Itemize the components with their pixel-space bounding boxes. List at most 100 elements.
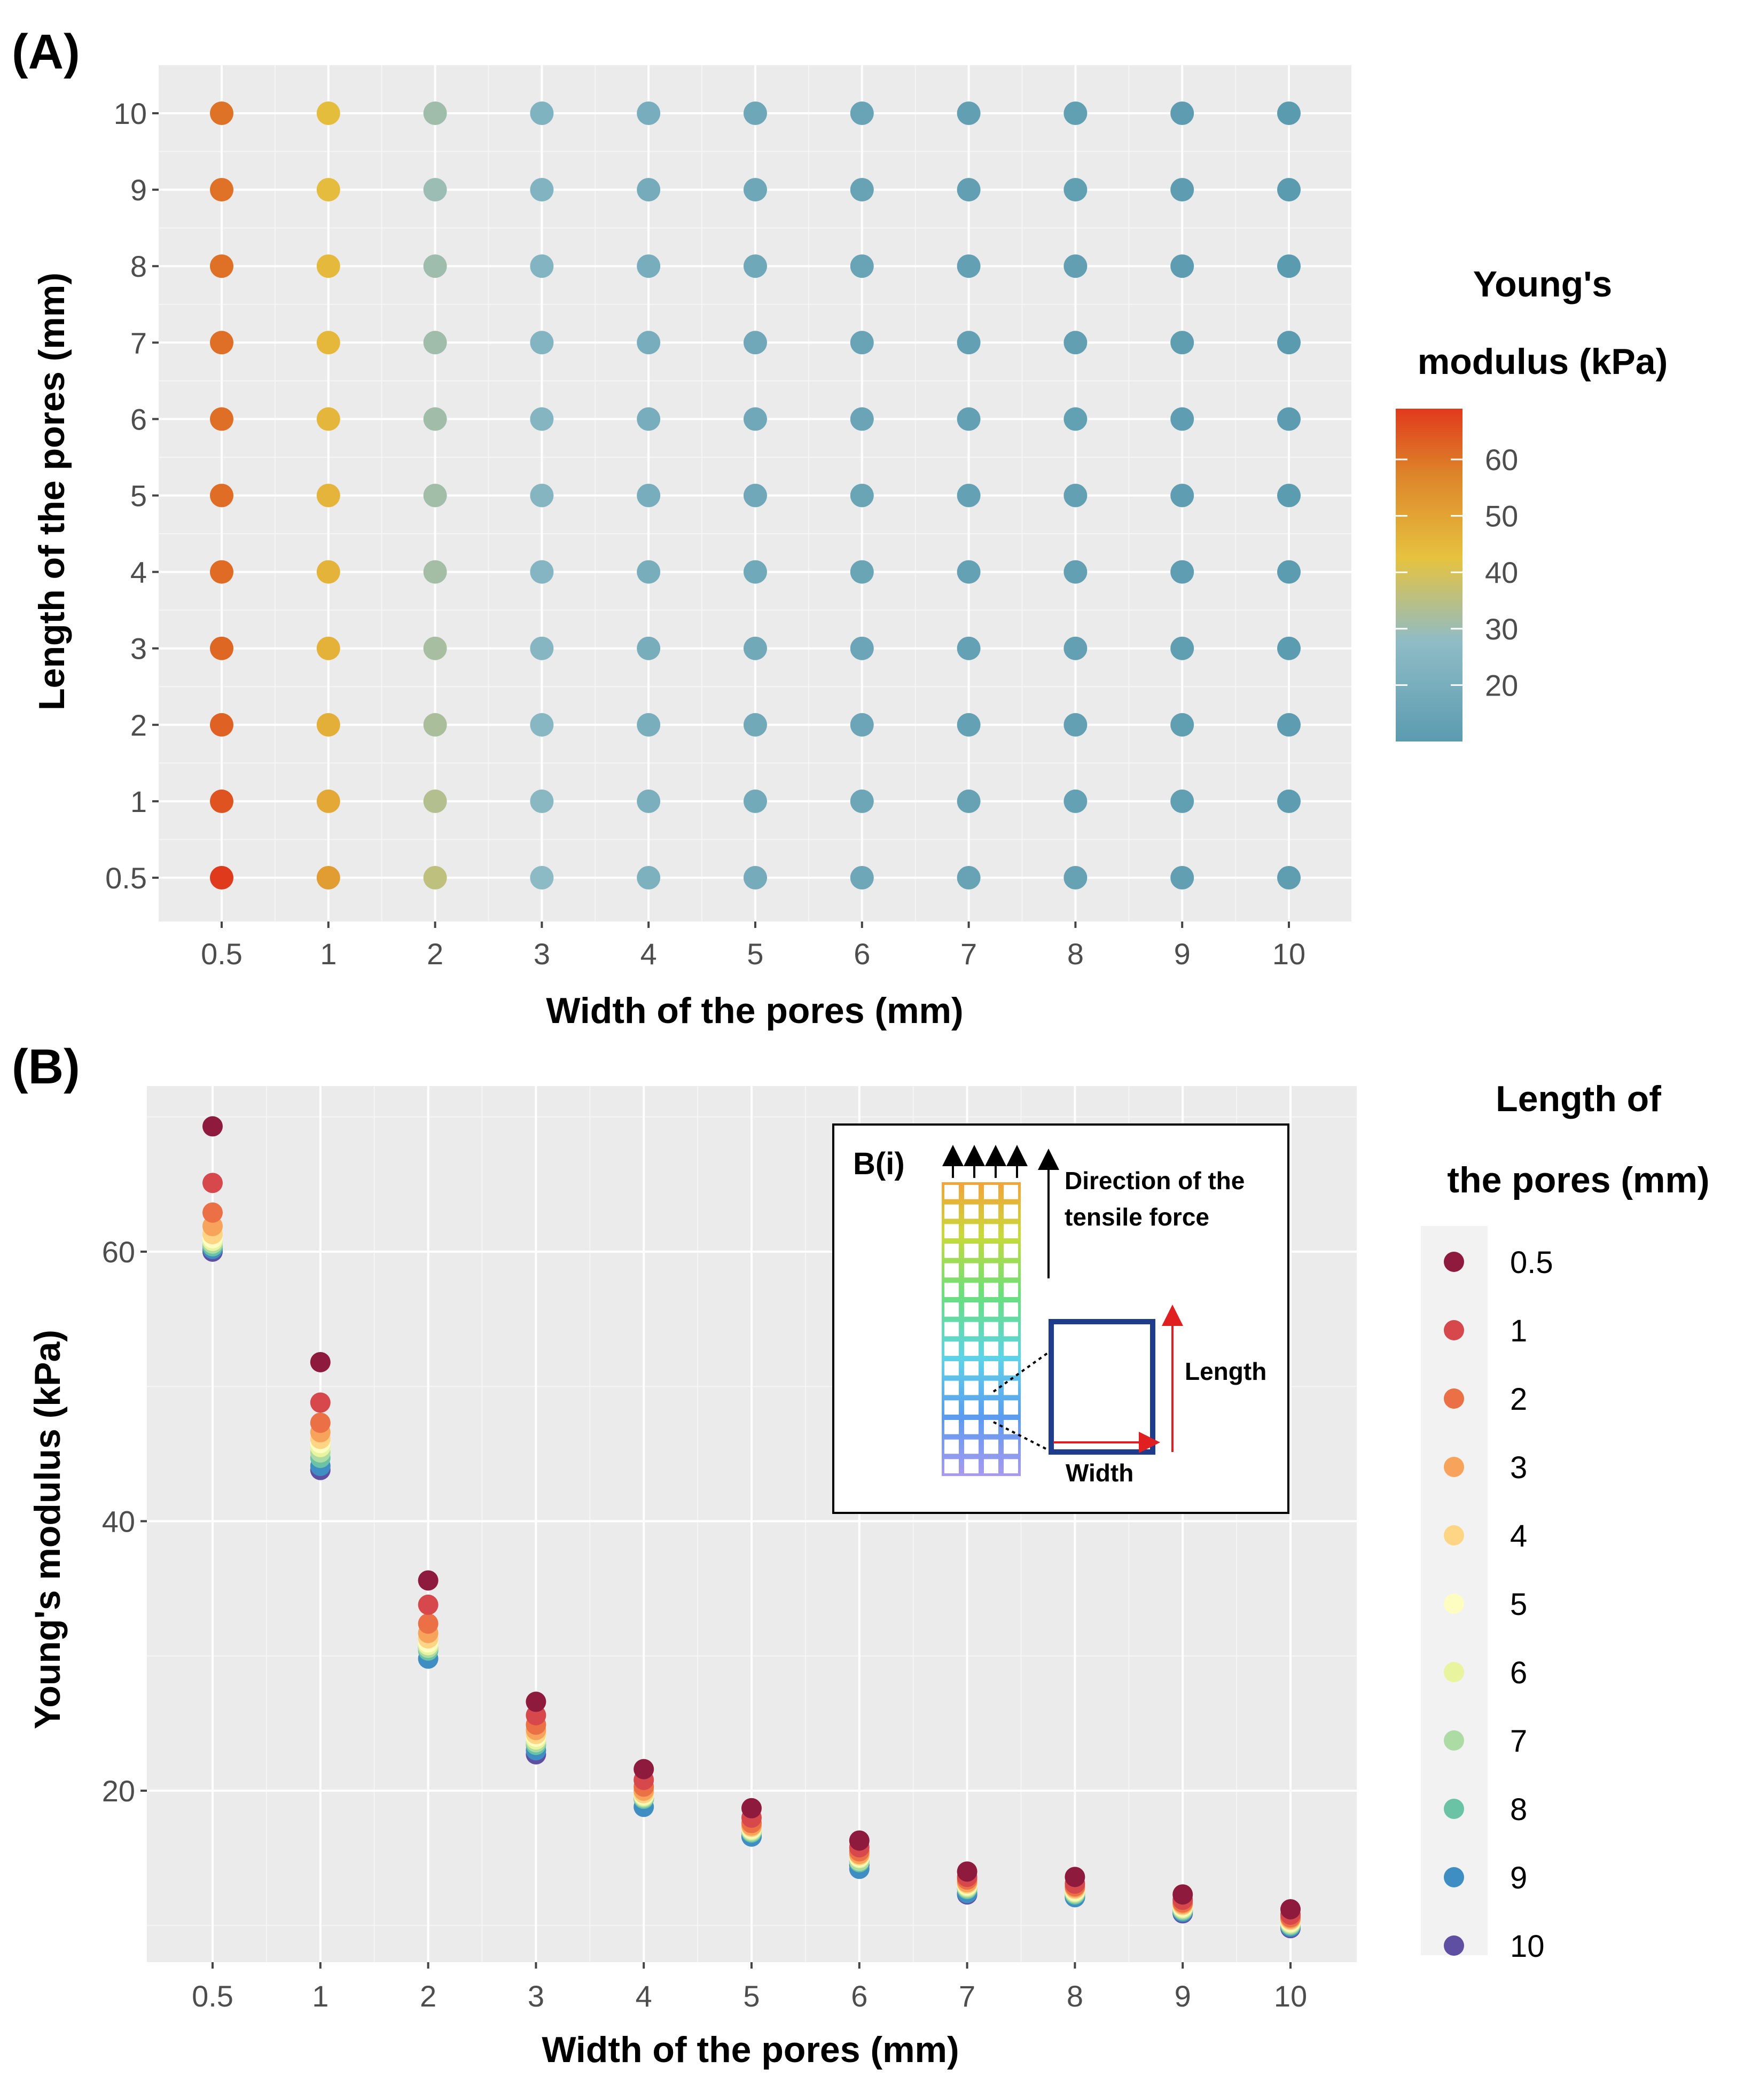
legend-key	[1444, 1388, 1464, 1409]
legend-key	[1444, 1799, 1464, 1819]
grid-point	[210, 560, 233, 584]
legend-label: 9	[1510, 1861, 1527, 1895]
panel-a-points	[210, 102, 1301, 889]
legend-key	[1444, 1457, 1464, 1477]
grid-point	[850, 560, 874, 584]
x-tick-label: 10	[1274, 1979, 1307, 2013]
x-tick-label: 7	[960, 937, 977, 971]
mesh-pore	[1004, 1263, 1018, 1278]
mesh-pore	[1004, 1244, 1018, 1258]
mesh-pore	[964, 1380, 979, 1395]
mesh-pore	[944, 1224, 959, 1238]
mesh-pore	[964, 1341, 979, 1356]
grid-point	[316, 560, 340, 584]
panel-b-x-axis-title: Width of the pores (mm)	[542, 2029, 959, 2070]
grid-point	[850, 866, 874, 889]
grid-point	[1170, 331, 1194, 355]
mesh-pore	[984, 1459, 998, 1473]
data-point	[202, 1116, 223, 1137]
panel-b-label: (B)	[12, 1040, 80, 1094]
grid-point	[744, 713, 767, 737]
y-tick-label: 60	[102, 1235, 135, 1269]
legend-label: 4	[1510, 1519, 1527, 1553]
grid-point	[957, 866, 981, 889]
mesh-pore	[1004, 1224, 1018, 1238]
legend-title-line1: Length of	[1496, 1079, 1661, 1119]
grid-point	[957, 636, 981, 660]
data-point	[418, 1594, 439, 1615]
enlarged-pore	[1049, 1319, 1155, 1455]
grid-point	[850, 407, 874, 431]
grid-point	[637, 102, 661, 125]
colorbar-legend: Young's modulus (kPa) 60 50 40 30 20	[1396, 264, 1668, 741]
mesh-pore	[964, 1420, 979, 1434]
grid-point	[530, 789, 554, 813]
grid-point	[637, 407, 661, 431]
x-tick-label: 7	[959, 1979, 975, 2013]
panel-a-y-axis-title: Length of the pores (mm)	[32, 272, 72, 711]
mesh-pore	[944, 1204, 959, 1219]
mesh-pore	[944, 1322, 959, 1337]
mesh-pore	[944, 1263, 959, 1278]
mesh-pore	[964, 1400, 979, 1415]
y-tick-label: 4	[130, 556, 147, 589]
grid-point	[1063, 560, 1088, 584]
grid-point	[1170, 866, 1194, 889]
grid-point	[210, 636, 233, 660]
mesh-pore	[984, 1361, 998, 1376]
mesh-pore	[984, 1302, 998, 1317]
grid-point	[1277, 866, 1301, 889]
x-tick-label: 0.5	[192, 1979, 233, 2013]
mesh-pore	[1004, 1420, 1018, 1434]
grid-point	[957, 102, 981, 125]
series-legend: Length of the pores (mm) 0.5 1 2 3 4 5 6 7 8 9 10	[1421, 1079, 1710, 1964]
grid-point	[957, 254, 981, 278]
colorbar-tick-label: 40	[1485, 556, 1518, 589]
x-tick-label: 3	[534, 937, 550, 971]
data-point	[957, 1861, 977, 1882]
grid-point	[744, 102, 767, 125]
width-label: Width	[1066, 1459, 1133, 1487]
grid-point	[210, 713, 233, 737]
mesh-pore	[944, 1400, 959, 1415]
grid-point	[1063, 178, 1088, 202]
mesh-pore	[964, 1185, 979, 1199]
grid-point	[637, 178, 661, 202]
legend-key	[1444, 1320, 1464, 1340]
mesh-pore	[964, 1263, 979, 1278]
data-point	[526, 1691, 546, 1712]
grid-point	[850, 254, 874, 278]
grid-point	[1063, 407, 1088, 431]
grid-point	[423, 102, 447, 125]
mesh-pore	[1004, 1361, 1018, 1376]
grid-point	[1170, 102, 1194, 125]
data-point	[418, 1613, 439, 1634]
grid-point	[210, 102, 233, 125]
legend-label: 7	[1510, 1724, 1527, 1759]
grid-point	[316, 713, 340, 737]
grid-point	[210, 483, 233, 508]
y-tick-label: 7	[130, 326, 147, 360]
grid-point	[530, 178, 554, 202]
grid-point	[316, 866, 340, 889]
grid-point	[637, 560, 661, 584]
grid-point	[637, 331, 661, 355]
data-point	[1280, 1899, 1301, 1919]
grid-point	[744, 636, 767, 660]
legend-key	[1444, 1252, 1464, 1272]
colorbar-title-line2: modulus (kPa)	[1418, 341, 1668, 382]
panel-b-points	[202, 1116, 1301, 1939]
mesh-pore	[964, 1283, 979, 1297]
grid-point	[957, 560, 981, 584]
x-tick-label: 6	[854, 937, 870, 971]
x-tick-label: 1	[312, 1979, 328, 2013]
x-tick-label: 9	[1174, 937, 1191, 971]
y-tick-label: 0.5	[105, 861, 147, 895]
grid-point	[210, 407, 233, 431]
grid-point	[1277, 178, 1301, 202]
legend-label: 8	[1510, 1792, 1527, 1827]
x-tick-label: 3	[528, 1979, 544, 2013]
data-point	[310, 1412, 331, 1433]
grid-point	[423, 636, 447, 660]
